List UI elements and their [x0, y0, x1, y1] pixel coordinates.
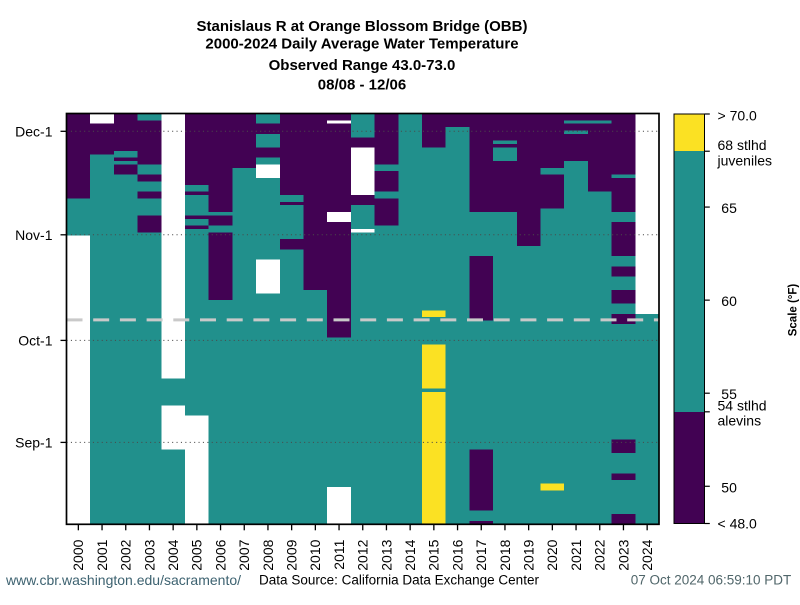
svg-text:50: 50 — [721, 479, 737, 495]
svg-text:2011: 2011 — [331, 539, 347, 569]
svg-text:Stanislaus R at Orange Blossom: Stanislaus R at Orange Blossom Bridge (O… — [197, 18, 528, 35]
svg-text:Scale (°F): Scale (°F) — [788, 284, 800, 337]
svg-text:alevins: alevins — [718, 413, 762, 429]
svg-text:2005: 2005 — [189, 539, 205, 570]
svg-text:2001: 2001 — [94, 539, 110, 570]
svg-text:2000: 2000 — [70, 539, 86, 570]
svg-text:2003: 2003 — [141, 539, 157, 570]
svg-text:2009: 2009 — [284, 539, 300, 570]
svg-text:2006: 2006 — [212, 539, 228, 570]
svg-text:> 70.0: > 70.0 — [718, 107, 758, 123]
svg-text:2004: 2004 — [165, 539, 181, 570]
svg-text:Nov-1: Nov-1 — [15, 227, 53, 243]
svg-text:Data Source: California Data E: Data Source: California Data Exchange Ce… — [259, 573, 539, 588]
svg-text:2021: 2021 — [568, 539, 584, 570]
svg-text:2017: 2017 — [473, 539, 489, 570]
svg-text:2007: 2007 — [236, 539, 252, 570]
svg-text:juveniles: juveniles — [717, 153, 772, 169]
svg-text:2024: 2024 — [639, 539, 655, 570]
svg-text:2012: 2012 — [355, 539, 371, 570]
svg-text:2018: 2018 — [497, 539, 513, 570]
svg-text:2015: 2015 — [426, 539, 442, 570]
svg-text:< 48.0: < 48.0 — [718, 516, 758, 532]
svg-text:2020: 2020 — [544, 539, 560, 570]
svg-text:2023: 2023 — [615, 539, 631, 570]
svg-text:54 stlhd: 54 stlhd — [718, 398, 767, 414]
svg-text:2019: 2019 — [521, 539, 537, 570]
svg-text:07 Oct 2024 06:59:10 PDT: 07 Oct 2024 06:59:10 PDT — [631, 573, 792, 588]
svg-text:2000-2024 Daily Average Water: 2000-2024 Daily Average Water Temperatur… — [205, 36, 518, 53]
svg-text:08/08 - 12/06: 08/08 - 12/06 — [318, 77, 406, 94]
svg-text:60: 60 — [721, 293, 737, 309]
svg-text:2010: 2010 — [307, 539, 323, 570]
svg-text:www.cbr.washington.edu/sacrame: www.cbr.washington.edu/sacramento/ — [5, 572, 241, 588]
svg-text:2016: 2016 — [449, 539, 465, 570]
svg-text:Sep-1: Sep-1 — [15, 434, 53, 450]
svg-text:65: 65 — [721, 200, 737, 216]
svg-text:2014: 2014 — [402, 539, 418, 570]
svg-text:2013: 2013 — [378, 539, 394, 570]
svg-text:2008: 2008 — [260, 539, 276, 570]
svg-text:Observed Range 43.0-73.0: Observed Range 43.0-73.0 — [269, 57, 456, 74]
svg-text:68 stlhd: 68 stlhd — [718, 137, 767, 153]
svg-text:Dec-1: Dec-1 — [15, 123, 53, 139]
svg-text:55: 55 — [721, 386, 737, 402]
svg-text:Oct-1: Oct-1 — [18, 332, 52, 348]
svg-text:2022: 2022 — [592, 539, 608, 570]
svg-text:2002: 2002 — [118, 539, 134, 570]
